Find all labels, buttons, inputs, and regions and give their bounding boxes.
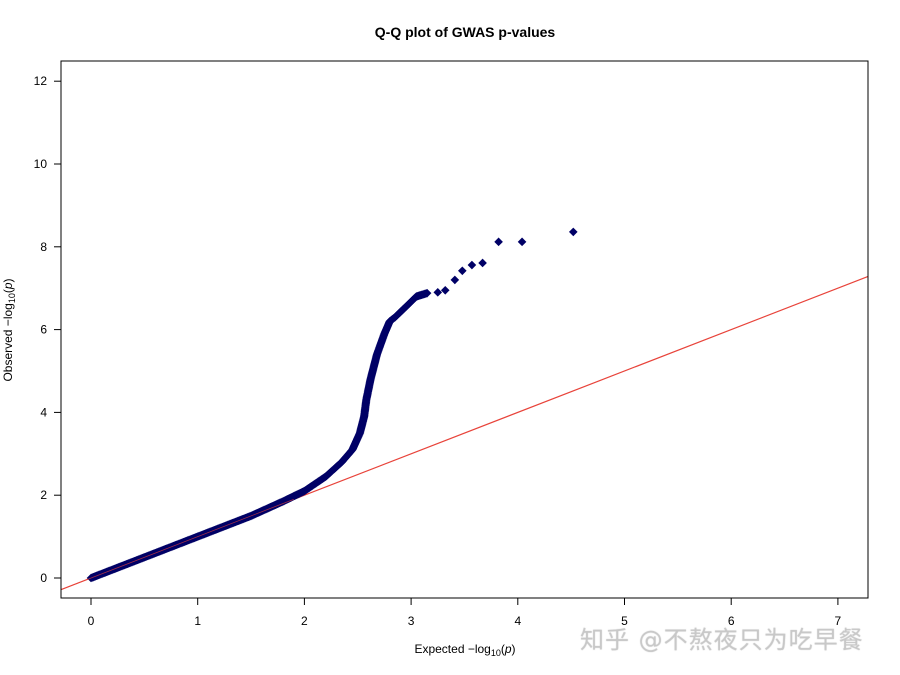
x-tick-label: 3 (408, 614, 415, 628)
x-axis-label-text: Expected −log (414, 642, 490, 656)
watermark: 知乎 @不熬夜只为吃早餐 (580, 626, 864, 654)
y-tick-label: 10 (34, 157, 48, 171)
x-tick-label: 0 (88, 614, 95, 628)
x-tick-label: 5 (621, 614, 628, 628)
x-axis-label: Expected −log10(p) (414, 642, 515, 658)
y-tick-label: 12 (34, 74, 48, 88)
y-tick-label: 0 (40, 571, 47, 585)
x-tick-label: 4 (514, 614, 521, 628)
x-tick-label: 1 (194, 614, 201, 628)
y-axis-label: Observed −log10(p) (1, 278, 17, 381)
y-tick-label: 8 (40, 240, 47, 254)
x-tick-label: 7 (835, 614, 842, 628)
data-points (61, 227, 578, 590)
x-tick-label: 6 (728, 614, 735, 628)
y-tick-label: 6 (40, 323, 47, 337)
x-axis: 0 1 2 3 4 5 6 7 (88, 598, 842, 628)
y-axis: 0 2 4 6 8 10 12 (34, 74, 61, 585)
chart-title: Q-Q plot of GWAS p-values (375, 24, 556, 40)
plot-frame (60, 60, 869, 599)
y-tick-label: 2 (40, 488, 47, 502)
x-tick-label: 2 (301, 614, 308, 628)
y-tick-label: 4 (40, 405, 47, 419)
